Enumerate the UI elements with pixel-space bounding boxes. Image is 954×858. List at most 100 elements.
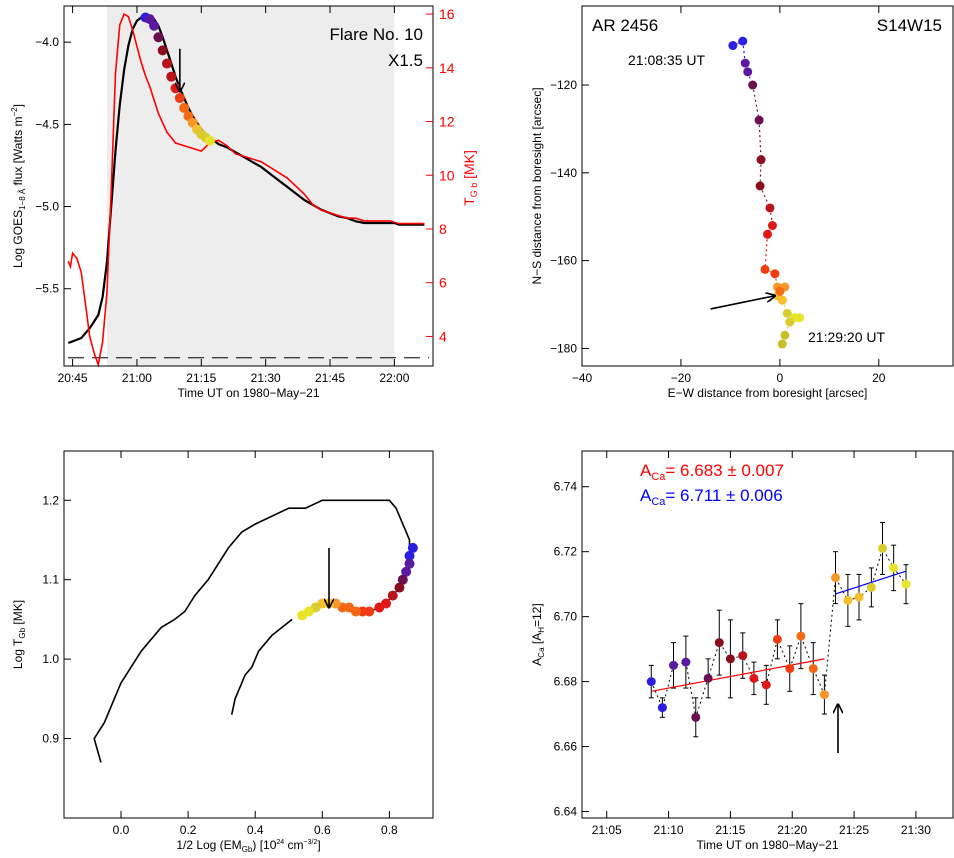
position-point: [754, 115, 764, 125]
abundance-point: [669, 660, 679, 670]
abundance-point: [854, 592, 864, 602]
temperature-emission-point: [387, 590, 398, 601]
temperature-right-axis-label: TG b [MK]: [461, 150, 479, 206]
red-fit-line: [651, 658, 825, 692]
temperature-y-right-tick-label: 12: [439, 114, 455, 130]
abundance-point: [725, 654, 735, 664]
position-point: [738, 36, 748, 46]
temperature-emission-point: [394, 582, 405, 593]
flux-track-point: [166, 71, 177, 82]
flux-track-point: [149, 20, 160, 31]
flux-track-point: [161, 58, 172, 69]
temperature-emission-point: [397, 574, 408, 585]
blue-fit-line: [835, 570, 907, 595]
goes-y-left-tick-label: −5.0: [35, 200, 59, 214]
position-y-axis-label: N−S distance from boresight [arcsec]: [530, 87, 544, 284]
position-point: [743, 67, 753, 77]
flare-interval-shading: [106, 6, 395, 366]
goes-y-left-tick-label: −4.5: [35, 117, 59, 131]
position-x-axis-label: E−W distance from boresight [arcsec]: [668, 386, 868, 400]
calcium-abundance-panel: 21:05 21:10 21:15 21:20 21:25 21:30 6.64 6.66 6.…: [530, 450, 954, 852]
temperature-y-right-tick-label: 4: [439, 328, 447, 344]
position-point: [777, 295, 787, 305]
abundance-y-tick-label: 6.66: [554, 740, 578, 754]
position-track-panel: −40 −20 0 20 −120 −140 −160 −180 AR 2456 S14W15…: [530, 5, 954, 400]
temperature-emission-rise-line: [93, 499, 413, 763]
position-point: [763, 229, 772, 239]
position-arrow: [710, 296, 775, 310]
abundance-point: [772, 634, 782, 644]
track-segment: [742, 41, 746, 64]
log-temperature-y-tick-label: 1.0: [42, 652, 59, 666]
abundance-y-tick-label: 6.64: [554, 805, 578, 819]
position-point: [782, 308, 792, 318]
position-point: [775, 286, 785, 296]
temperature-y-right-tick-label: 8: [439, 221, 447, 237]
abundance-point: [703, 673, 713, 683]
position-point: [780, 330, 790, 340]
temperature-emission-point: [401, 566, 412, 577]
abundance-y-tick-label: 6.72: [554, 545, 578, 559]
position-point: [765, 203, 775, 213]
abundance-point: [889, 563, 899, 573]
abundance-point: [796, 631, 806, 641]
goes-y-left-tick-label: −4.0: [35, 35, 59, 49]
temperature-emission-panel: 0.0 0.2 0.4 0.6 0.8 0.9 1.0 1.1 1.2 1/2 Log (EMG…: [11, 450, 434, 854]
abundance-point: [819, 690, 829, 700]
position-y-tick-label: −160: [550, 254, 577, 268]
abundance-dotted-line: [650, 547, 907, 718]
position-x-tick-label: −40: [572, 371, 593, 385]
emission-measure-axis-label: 1/2 Log (EMGb) [1024 cm−3/2]: [176, 838, 320, 854]
goes-x-tick-label: 21:30: [251, 371, 281, 385]
temperature-y-right-tick-label: 16: [439, 6, 455, 22]
position-y-tick-label: −180: [550, 341, 577, 355]
flux-track-point: [179, 102, 190, 113]
position-y-tick-label: −120: [550, 78, 577, 92]
emission-x-tick-label: 0.6: [314, 823, 331, 837]
goes-x-tick-label: 20:45: [58, 371, 88, 385]
position-x-tick-label: 0: [777, 371, 784, 385]
abundance-y-tick-label: 6.68: [554, 675, 578, 689]
abundance-point: [808, 664, 818, 674]
temperature-y-right-tick-label: 14: [439, 60, 455, 76]
temperature-emission-point: [374, 602, 385, 613]
abundance-point: [785, 664, 795, 674]
position-x-tick-label: −20: [671, 371, 692, 385]
abundance-x-tick-label: 21:05: [592, 823, 622, 837]
temperature-line: [67, 12, 425, 368]
temperature-y-right-tick-label: 10: [439, 167, 455, 183]
flare-number-label: Flare No. 10: [329, 25, 423, 44]
log-temperature-y-tick-label: 0.9: [42, 732, 59, 746]
blue-fit-legend: ACa= 6.711 ± 0.006: [640, 486, 783, 508]
track-segment: [764, 234, 769, 270]
emission-x-tick-label: 0.0: [113, 823, 130, 837]
goes-x-tick-label: 21:00: [122, 371, 152, 385]
abundance-x-tick-label: 21:25: [839, 823, 869, 837]
abundance-point: [866, 582, 876, 592]
goes-left-axis-label: Log GOES1−8 Å flux [Watts m−2]: [10, 104, 27, 268]
temperature-emission-point: [404, 558, 415, 569]
goes-y-left-tick-label: −5.5: [35, 282, 59, 296]
temperature-y-right-tick-label: 6: [439, 275, 447, 291]
position-y-tick-label: −140: [550, 166, 577, 180]
track-segment: [752, 84, 760, 121]
heliographic-position-label: S14W15: [877, 16, 942, 35]
abundance-x-tick-label: 21:30: [901, 823, 931, 837]
position-plot-frame: [581, 5, 954, 367]
abundance-y-axis-label: ACa [AH=12]: [530, 603, 546, 665]
position-point: [777, 339, 787, 349]
position-point: [728, 41, 738, 51]
red-fit-legend: ACa= 6.683 ± 0.007: [640, 461, 784, 483]
abundance-point: [843, 595, 853, 605]
abundance-point: [657, 703, 667, 713]
abundance-plot-frame: [581, 450, 954, 819]
abundance-point: [878, 543, 888, 553]
flux-track-point: [204, 135, 215, 146]
flux-track-point: [153, 32, 164, 43]
goes-lightcurve-panel: 20:45 21:00 21:15 21:30 21:45 22:00 −4.0 −4.5 −5…: [10, 5, 479, 400]
abundance-point: [749, 673, 759, 683]
emission-x-tick-label: 0.2: [180, 823, 197, 837]
log-temperature-y-tick-label: 1.1: [42, 573, 59, 587]
abundance-y-tick-label: 6.74: [554, 480, 578, 494]
